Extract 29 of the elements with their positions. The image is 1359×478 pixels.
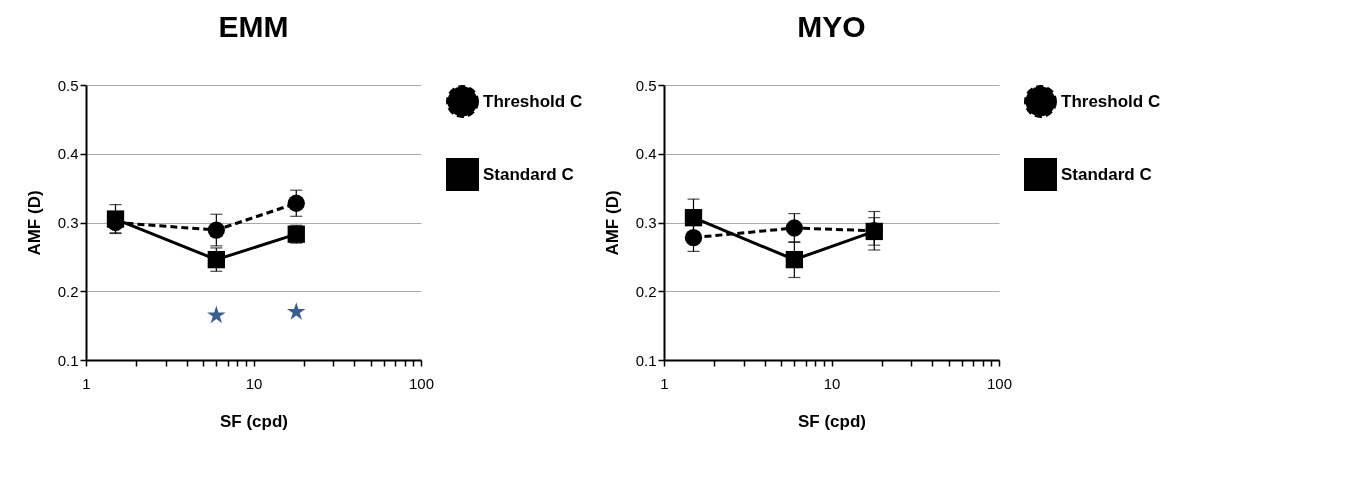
legend-label: Threshold C [1061, 91, 1161, 111]
x-tick-label: 100 [408, 374, 435, 392]
x-axis-title: SF (cpd) [220, 411, 288, 431]
y-tick-label: 0.1 [635, 351, 657, 369]
point [287, 194, 305, 212]
y-tick-label: 0.4 [57, 145, 79, 163]
x-tick-label: 1 [82, 374, 91, 392]
y-tick-label: 0.2 [635, 282, 657, 300]
y-axis-title: AMF (D) [602, 190, 622, 256]
point [106, 210, 125, 228]
legend-label: Standard C [483, 164, 574, 184]
legend-label: Threshold C [483, 91, 583, 111]
legend-label: Standard C [1061, 164, 1152, 184]
x-tick-label: 100 [986, 374, 1013, 392]
chart-title: EMM [218, 10, 289, 43]
x-tick-label: 1 [660, 374, 669, 392]
chart-title: MYO [797, 10, 866, 43]
x-tick-label: 10 [823, 374, 841, 392]
y-tick-label: 0.2 [57, 282, 79, 300]
y-tick-label: 0.1 [57, 351, 79, 369]
y-tick-label: 0.3 [635, 214, 657, 231]
x-axis-title: SF (cpd) [798, 411, 866, 431]
y-axis-title: AMF (D) [24, 190, 44, 256]
y-tick-label: 0.5 [57, 76, 79, 94]
y-tick-label: 0.4 [635, 145, 657, 163]
y-tick-label: 0.5 [635, 76, 657, 94]
x-tick-label: 10 [245, 374, 263, 392]
y-tick-label: 0.3 [57, 214, 79, 231]
point [287, 302, 306, 320]
